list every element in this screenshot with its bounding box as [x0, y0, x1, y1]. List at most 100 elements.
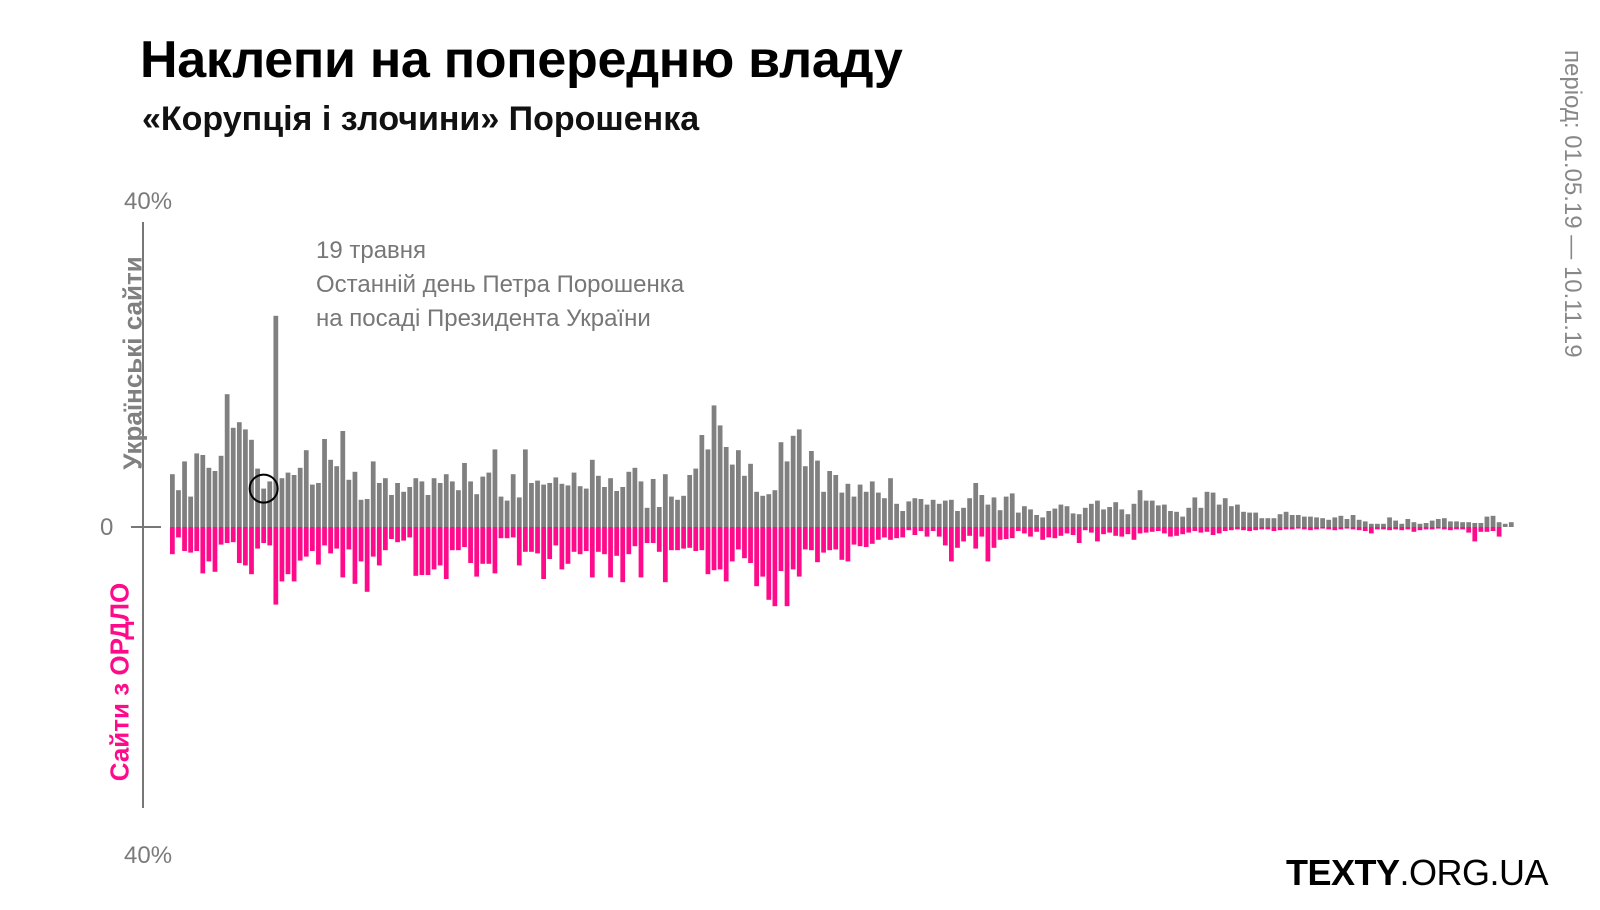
bar-ordlo-54 — [498, 527, 504, 539]
bar-ukrainian-214 — [1472, 523, 1478, 527]
bar-ordlo-59 — [529, 527, 534, 552]
bar-ukrainian-156 — [1119, 509, 1125, 527]
bar-ordlo-1 — [176, 527, 181, 538]
bar-ukrainian-43 — [431, 478, 437, 527]
bar-ukrainian-80 — [656, 507, 662, 527]
bar-ordlo-137 — [1003, 527, 1009, 539]
bar-ordlo-190 — [1326, 527, 1332, 530]
top-series-bars — [170, 315, 1514, 527]
bar-ukrainian-141 — [1028, 509, 1033, 527]
bar-ordlo-100 — [778, 527, 784, 571]
bar-ordlo-10 — [230, 527, 236, 543]
bar-ordlo-160 — [1143, 527, 1149, 533]
bar-ukrainian-111 — [845, 483, 851, 527]
bar-ordlo-155 — [1113, 527, 1119, 536]
bar-ukrainian-51 — [480, 476, 486, 527]
bar-ordlo-140 — [1022, 527, 1027, 534]
bar-ukrainian-142 — [1034, 515, 1039, 527]
bar-ukrainian-200 — [1387, 517, 1392, 527]
bar-ukrainian-64 — [559, 483, 565, 527]
bar-ukrainian-166 — [1180, 516, 1186, 527]
bar-ordlo-77 — [638, 527, 644, 578]
bar-ordlo-25 — [322, 527, 327, 546]
bar-ordlo-106 — [815, 527, 820, 563]
bar-ukrainian-118 — [888, 478, 893, 527]
bar-ordlo-189 — [1320, 527, 1325, 529]
bar-ukrainian-190 — [1326, 519, 1332, 527]
brand-logo-link[interactable]: TEXTY.ORG.UA — [1286, 852, 1549, 894]
bar-ordlo-93 — [736, 527, 741, 550]
bar-ukrainian-204 — [1411, 522, 1417, 527]
bar-ukrainian-180 — [1265, 518, 1271, 527]
bar-ukrainian-92 — [729, 464, 735, 527]
bar-ukrainian-119 — [894, 503, 899, 527]
bar-ukrainian-122 — [912, 498, 918, 527]
bar-ordlo-138 — [1009, 527, 1015, 539]
bar-ordlo-38 — [401, 527, 407, 541]
bar-ordlo-135 — [991, 527, 997, 548]
bar-ukrainian-114 — [863, 491, 869, 527]
bar-ordlo-94 — [742, 527, 747, 559]
bar-ukrainian-184 — [1289, 515, 1295, 527]
bar-ordlo-218 — [1496, 527, 1502, 537]
bar-ukrainian-26 — [328, 459, 333, 527]
bar-ordlo-196 — [1362, 527, 1368, 531]
bar-ukrainian-127 — [942, 500, 948, 527]
bar-ukrainian-164 — [1168, 511, 1173, 527]
bar-ordlo-125 — [930, 527, 936, 531]
bar-ukrainian-90 — [717, 425, 723, 527]
bar-ordlo-153 — [1101, 527, 1106, 535]
bar-ukrainian-6 — [206, 467, 212, 527]
bar-ordlo-175 — [1235, 527, 1240, 530]
bar-ordlo-33 — [370, 527, 376, 557]
bar-ukrainian-205 — [1417, 523, 1423, 527]
bar-ordlo-90 — [717, 527, 723, 570]
bar-ordlo-120 — [900, 527, 906, 538]
bar-ukrainian-175 — [1235, 504, 1240, 527]
bar-ordlo-118 — [888, 527, 893, 540]
bar-ordlo-197 — [1368, 527, 1374, 534]
bar-ordlo-211 — [1454, 527, 1459, 530]
bar-ordlo-35 — [383, 527, 388, 551]
bar-ordlo-8 — [218, 527, 224, 545]
bar-ukrainian-12 — [243, 429, 248, 527]
bar-ordlo-9 — [224, 527, 230, 543]
bar-ordlo-167 — [1186, 527, 1192, 533]
bar-ukrainian-112 — [851, 496, 857, 527]
bar-ukrainian-28 — [340, 431, 346, 527]
bar-ukrainian-87 — [699, 435, 705, 527]
bar-ordlo-171 — [1210, 527, 1216, 535]
bar-ordlo-26 — [328, 527, 333, 554]
bar-ukrainian-62 — [547, 483, 553, 527]
bar-ordlo-177 — [1247, 527, 1252, 531]
bar-ordlo-107 — [821, 527, 826, 553]
bar-ukrainian-192 — [1338, 515, 1344, 527]
bar-ordlo-180 — [1265, 527, 1271, 530]
bar-ukrainian-84 — [681, 495, 686, 527]
bar-ukrainian-182 — [1277, 514, 1283, 527]
bar-ordlo-57 — [516, 527, 522, 566]
bar-ukrainian-35 — [383, 478, 388, 527]
bar-ordlo-182 — [1277, 527, 1283, 531]
bar-ukrainian-154 — [1107, 507, 1112, 527]
bar-ukrainian-27 — [334, 466, 340, 527]
bar-ordlo-150 — [1082, 527, 1088, 531]
bar-ordlo-16 — [267, 527, 273, 546]
bar-ordlo-183 — [1283, 527, 1289, 530]
bar-ordlo-126 — [936, 527, 942, 537]
bar-ukrainian-199 — [1381, 523, 1386, 527]
bar-ukrainian-108 — [827, 471, 833, 527]
chart-subtitle: «Корупція і злочини» Порошенка — [142, 100, 700, 138]
bar-ukrainian-50 — [474, 494, 480, 527]
bar-ordlo-53 — [492, 527, 498, 574]
bar-ordlo-210 — [1448, 527, 1453, 531]
bar-ordlo-148 — [1070, 527, 1076, 535]
bar-ordlo-186 — [1301, 527, 1307, 530]
bar-ukrainian-113 — [857, 484, 863, 527]
bar-ordlo-181 — [1271, 527, 1277, 531]
y-tick-top: 40% — [124, 188, 173, 215]
bar-ukrainian-128 — [949, 499, 954, 527]
bar-ukrainian-37 — [395, 483, 400, 527]
bar-ordlo-216 — [1484, 527, 1490, 532]
bar-ordlo-154 — [1107, 527, 1112, 533]
